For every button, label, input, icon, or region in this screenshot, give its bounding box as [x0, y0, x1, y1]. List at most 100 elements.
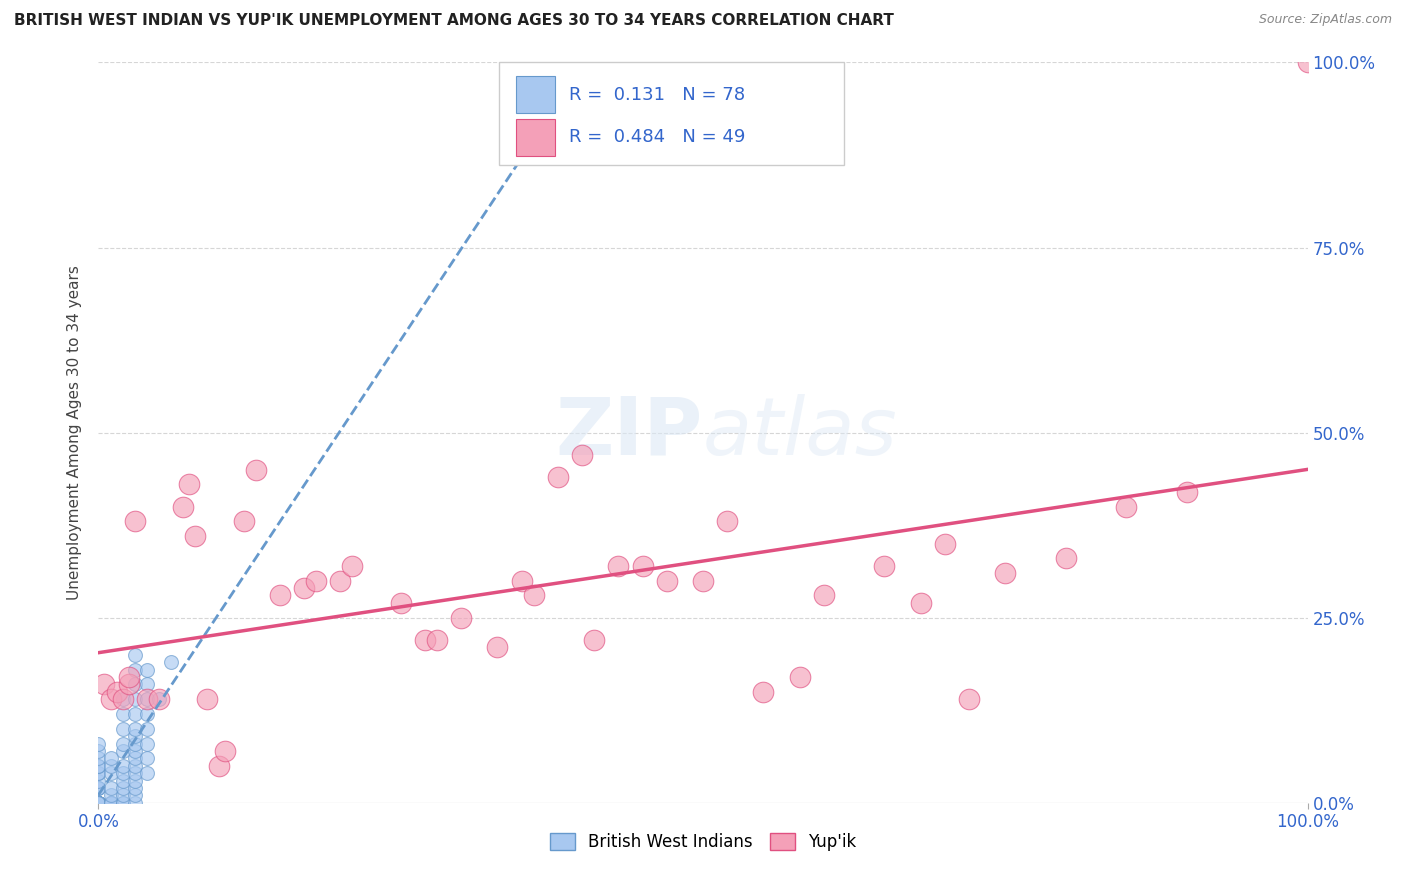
Point: [87, 796, 110, 810]
Point: [87, 796, 110, 810]
Point: [111, 722, 134, 736]
Point: [87, 796, 110, 810]
Point: [232, 515, 254, 529]
Point: [111, 796, 134, 810]
Point: [124, 751, 146, 765]
Point: [100, 751, 122, 765]
Point: [111, 796, 134, 810]
Point: [450, 610, 472, 624]
Point: [87, 737, 110, 751]
Text: atlas: atlas: [703, 393, 898, 472]
Point: [510, 574, 533, 588]
Point: [87, 796, 110, 810]
Point: [135, 692, 157, 706]
Point: [135, 692, 157, 706]
Point: [87, 758, 110, 772]
Point: [631, 558, 654, 573]
Point: [135, 722, 157, 736]
Point: [87, 758, 110, 772]
Point: [87, 796, 110, 810]
Point: [873, 558, 896, 573]
Point: [124, 773, 146, 788]
Point: [208, 758, 231, 772]
Point: [135, 766, 157, 780]
Point: [184, 529, 207, 543]
Point: [111, 692, 134, 706]
Point: [87, 796, 110, 810]
Point: [124, 737, 146, 751]
Point: [124, 677, 146, 691]
Point: [389, 596, 412, 610]
Point: [100, 796, 122, 810]
Point: [124, 758, 146, 772]
Point: [111, 692, 134, 706]
Point: [716, 515, 738, 529]
Point: [124, 744, 146, 758]
Point: [100, 796, 122, 810]
Point: [100, 796, 122, 810]
Point: [789, 670, 811, 684]
Point: [1115, 500, 1137, 514]
Point: [100, 796, 122, 810]
Point: [87, 780, 110, 795]
Point: [124, 729, 146, 743]
Point: [292, 581, 315, 595]
Point: [1054, 551, 1077, 566]
Point: [547, 470, 569, 484]
Point: [413, 632, 436, 647]
Point: [100, 766, 122, 780]
Point: [118, 670, 141, 684]
Point: [148, 692, 170, 706]
Point: [124, 648, 146, 662]
Point: [105, 685, 128, 699]
Point: [87, 796, 110, 810]
Point: [607, 558, 630, 573]
Point: [87, 796, 110, 810]
Point: [813, 589, 835, 603]
Point: [87, 796, 110, 810]
Point: [87, 796, 110, 810]
Text: ZIP: ZIP: [555, 393, 703, 472]
Point: [124, 766, 146, 780]
Point: [111, 773, 134, 788]
Point: [523, 589, 546, 603]
Point: [135, 706, 157, 721]
Point: [87, 796, 110, 810]
Point: [111, 706, 134, 721]
Point: [87, 766, 110, 780]
Point: [245, 462, 267, 476]
Point: [214, 744, 236, 758]
Point: [87, 766, 110, 780]
Point: [269, 589, 291, 603]
Point: [100, 789, 122, 803]
Point: [87, 796, 110, 810]
Point: [752, 685, 775, 699]
Point: [1296, 55, 1319, 70]
Point: [655, 574, 678, 588]
Point: [87, 796, 110, 810]
Legend: British West Indians, Yup'ik: British West Indians, Yup'ik: [543, 826, 863, 857]
Point: [87, 796, 110, 810]
Point: [160, 655, 183, 669]
Point: [111, 758, 134, 772]
Point: [692, 574, 714, 588]
Text: R =  0.484   N = 49: R = 0.484 N = 49: [569, 128, 745, 146]
Point: [87, 780, 110, 795]
Point: [124, 515, 146, 529]
Point: [93, 677, 115, 691]
Point: [124, 780, 146, 795]
Point: [87, 744, 110, 758]
Point: [583, 632, 606, 647]
Point: [87, 780, 110, 795]
Point: [957, 692, 980, 706]
Point: [135, 677, 157, 691]
Text: Source: ZipAtlas.com: Source: ZipAtlas.com: [1258, 13, 1392, 27]
Point: [87, 796, 110, 810]
Point: [910, 596, 932, 610]
Point: [87, 796, 110, 810]
Point: [305, 574, 328, 588]
Point: [100, 780, 122, 795]
Point: [100, 758, 122, 772]
Point: [124, 789, 146, 803]
Point: [934, 536, 956, 550]
